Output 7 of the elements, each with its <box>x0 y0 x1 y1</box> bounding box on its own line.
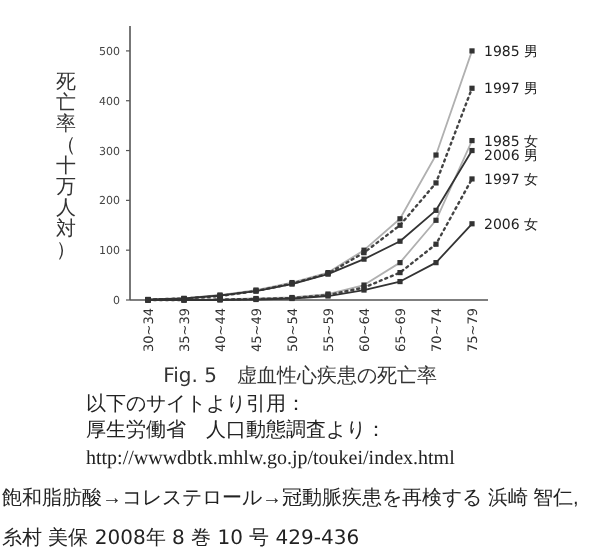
text: Fig. 5 虚血性心疾患の死亡率 <box>163 364 437 388</box>
text: http://wwwdbtk.mhlw.go.jp/toukei/index.html <box>86 448 456 470</box>
text: 厚生労働省 人口動態調査より： <box>86 418 386 442</box>
text: 死亡率（十万人対） <box>56 72 76 262</box>
text: 以下のサイトより引用： <box>86 392 306 416</box>
text: 糸村 美保 2008年 8 巻 10 号 429-436 <box>2 526 360 550</box>
text: 飽和脂肪酸→コレステロール→冠動脈疾患を再検する 浜崎 智仁, <box>2 486 579 510</box>
